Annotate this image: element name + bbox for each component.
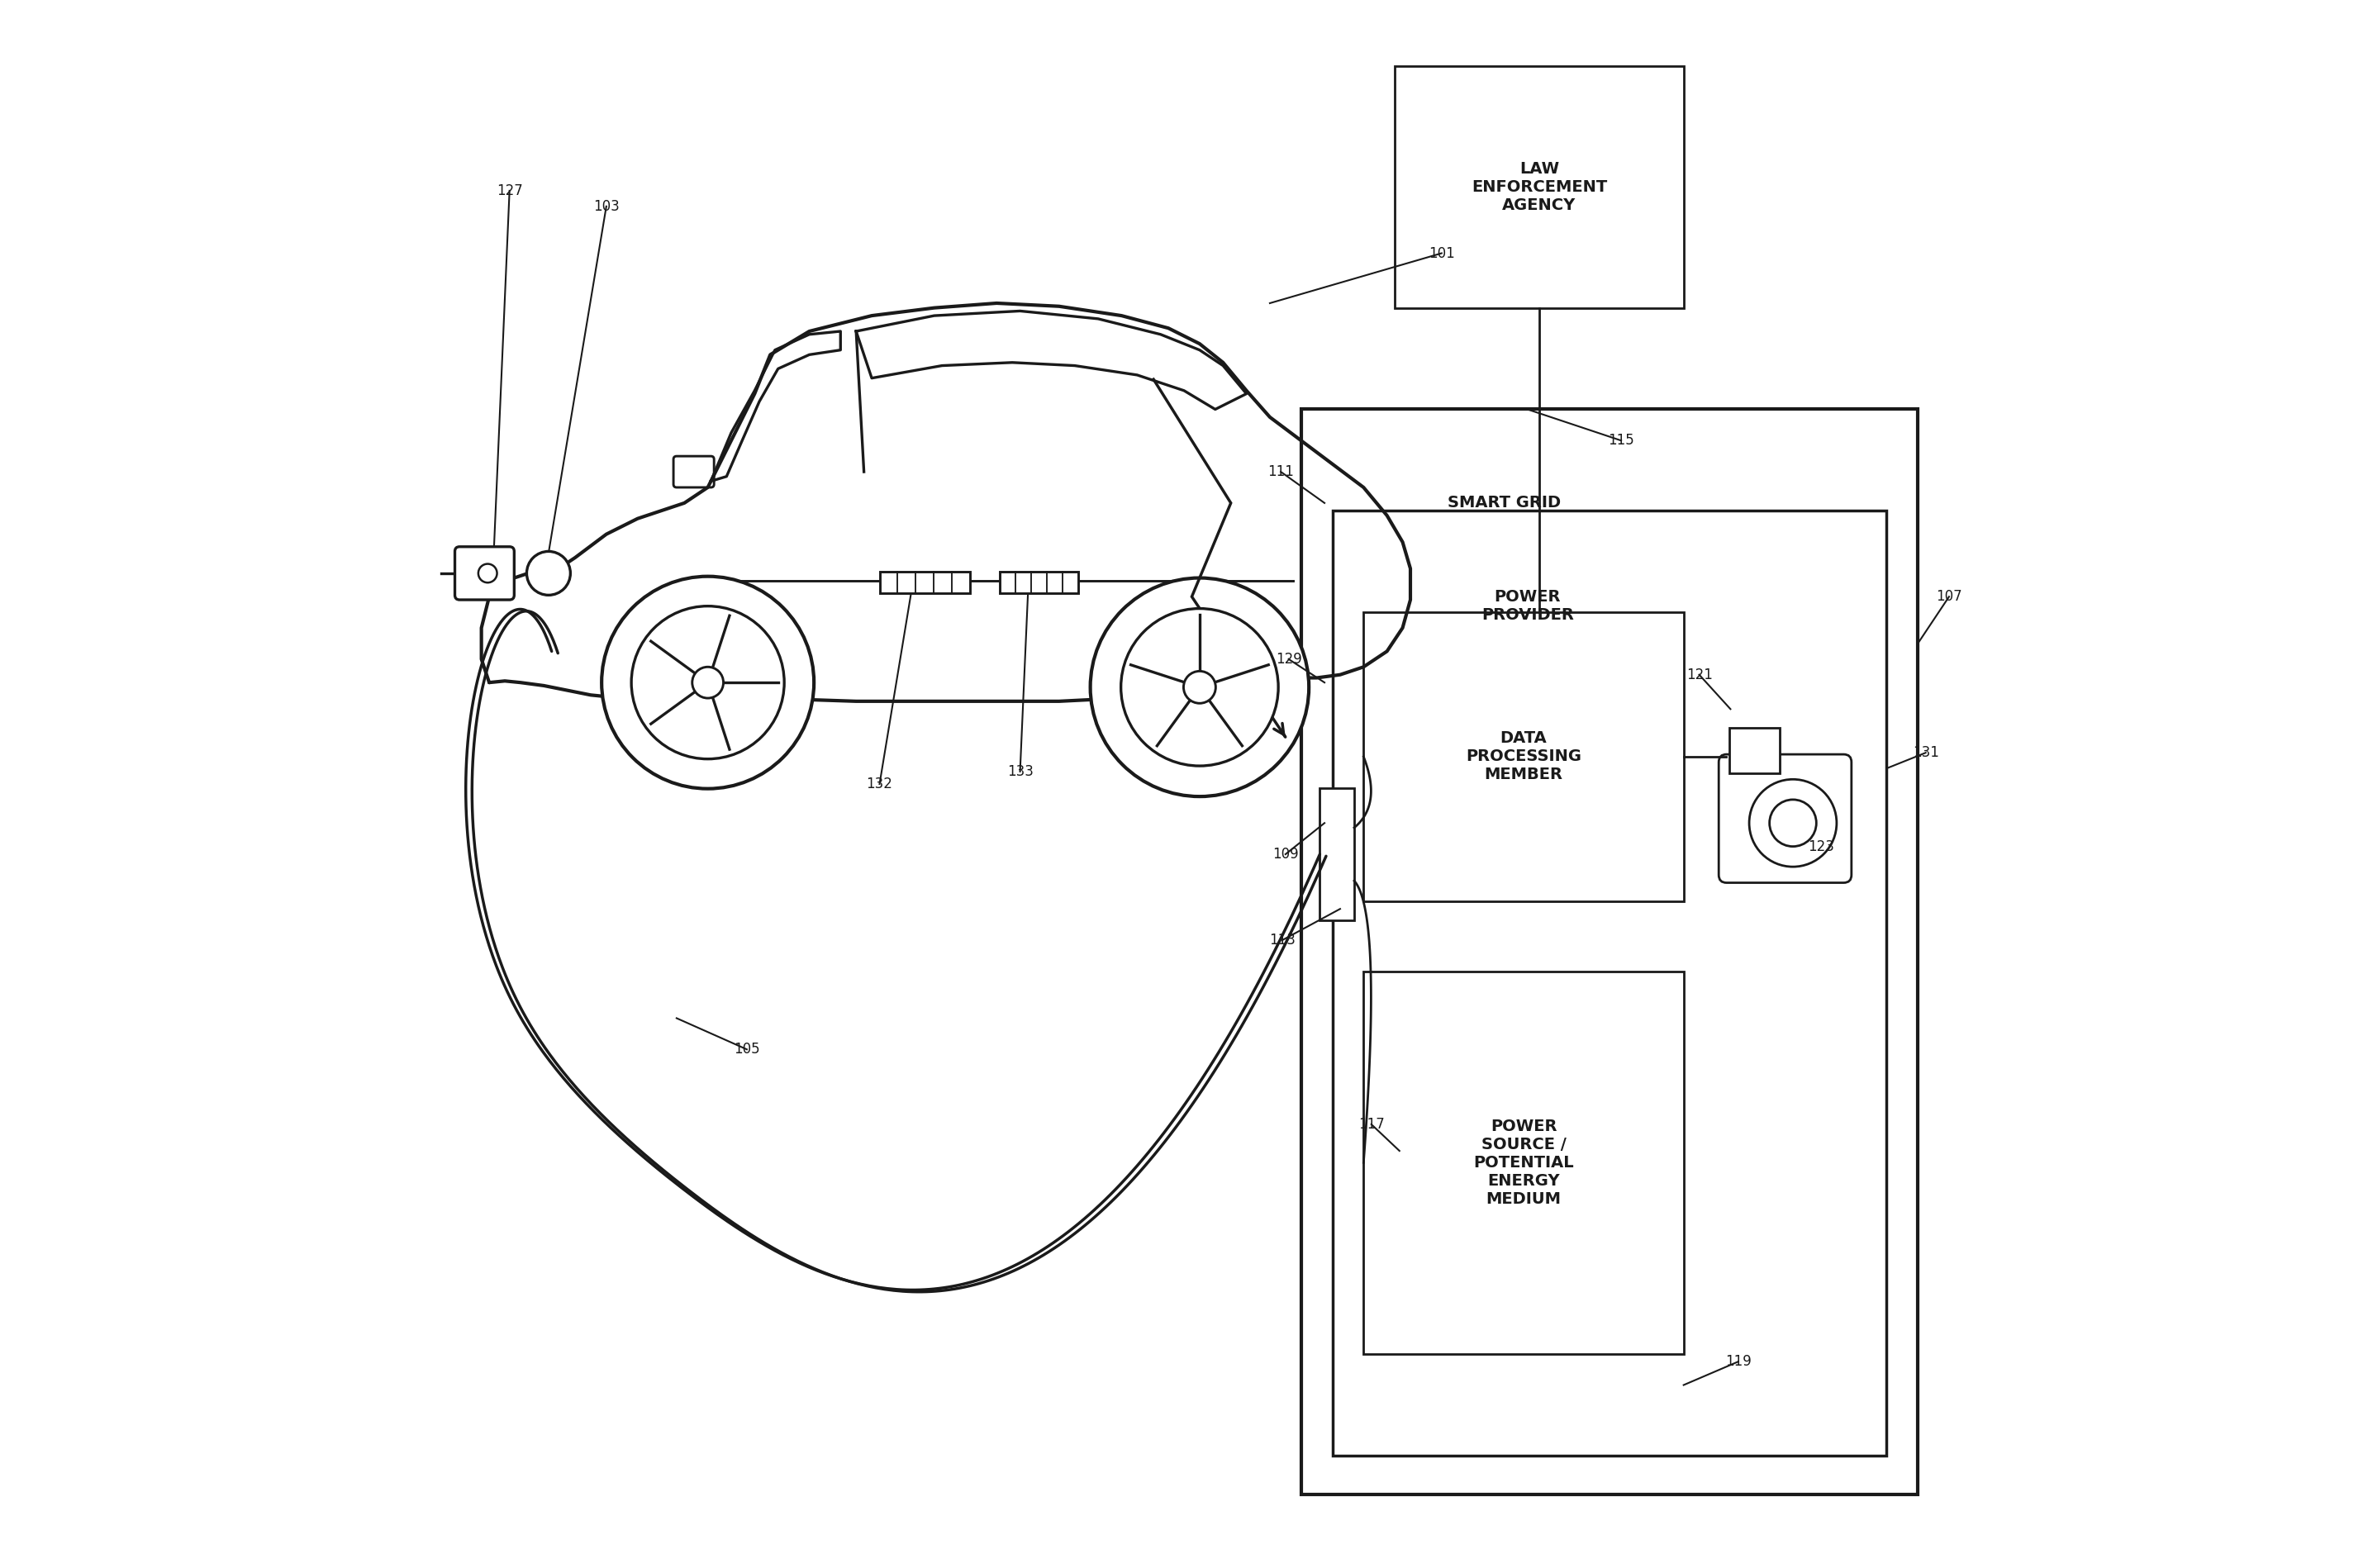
Text: 119: 119 <box>1726 1355 1752 1369</box>
Circle shape <box>1120 608 1279 765</box>
Bar <box>1333 511 1887 1455</box>
Bar <box>999 572 1077 594</box>
Text: 115: 115 <box>1608 433 1634 448</box>
Circle shape <box>1750 779 1838 867</box>
Bar <box>879 572 971 594</box>
Text: 103: 103 <box>594 199 620 213</box>
FancyBboxPatch shape <box>1729 728 1781 773</box>
Circle shape <box>601 577 815 789</box>
Bar <box>1300 409 1918 1494</box>
Bar <box>1395 66 1684 307</box>
Text: POWER
SOURCE /
POTENTIAL
ENERGY
MEDIUM: POWER SOURCE / POTENTIAL ENERGY MEDIUM <box>1473 1118 1575 1207</box>
Text: 105: 105 <box>734 1043 760 1057</box>
Text: 123: 123 <box>1807 839 1835 855</box>
Text: POWER
PROVIDER: POWER PROVIDER <box>1482 590 1575 622</box>
Bar <box>1364 612 1684 902</box>
Bar <box>1319 787 1354 920</box>
Circle shape <box>1769 800 1816 847</box>
Text: SMART GRID: SMART GRID <box>1447 495 1561 511</box>
Text: 129: 129 <box>1276 652 1302 666</box>
FancyBboxPatch shape <box>673 456 715 488</box>
Text: DATA
PROCESSING
MEMBER: DATA PROCESSING MEMBER <box>1466 731 1582 782</box>
Circle shape <box>691 666 722 698</box>
Text: 132: 132 <box>867 776 893 792</box>
Text: 131: 131 <box>1913 745 1939 760</box>
Text: 117: 117 <box>1359 1116 1385 1132</box>
Bar <box>1364 971 1684 1353</box>
Circle shape <box>478 564 497 583</box>
Text: 121: 121 <box>1686 668 1712 682</box>
FancyBboxPatch shape <box>455 547 514 601</box>
Text: LAW
ENFORCEMENT
AGENCY: LAW ENFORCEMENT AGENCY <box>1471 162 1608 213</box>
Text: 113: 113 <box>1269 933 1295 947</box>
Circle shape <box>526 552 571 596</box>
Text: 101: 101 <box>1428 246 1454 260</box>
Circle shape <box>632 607 784 759</box>
Text: 133: 133 <box>1006 764 1032 779</box>
Text: 127: 127 <box>497 183 523 198</box>
Text: 109: 109 <box>1272 847 1298 862</box>
FancyBboxPatch shape <box>1719 754 1852 883</box>
Text: 107: 107 <box>1937 590 1963 604</box>
Text: 111: 111 <box>1267 464 1293 480</box>
Circle shape <box>1089 579 1310 797</box>
Circle shape <box>1184 671 1215 704</box>
